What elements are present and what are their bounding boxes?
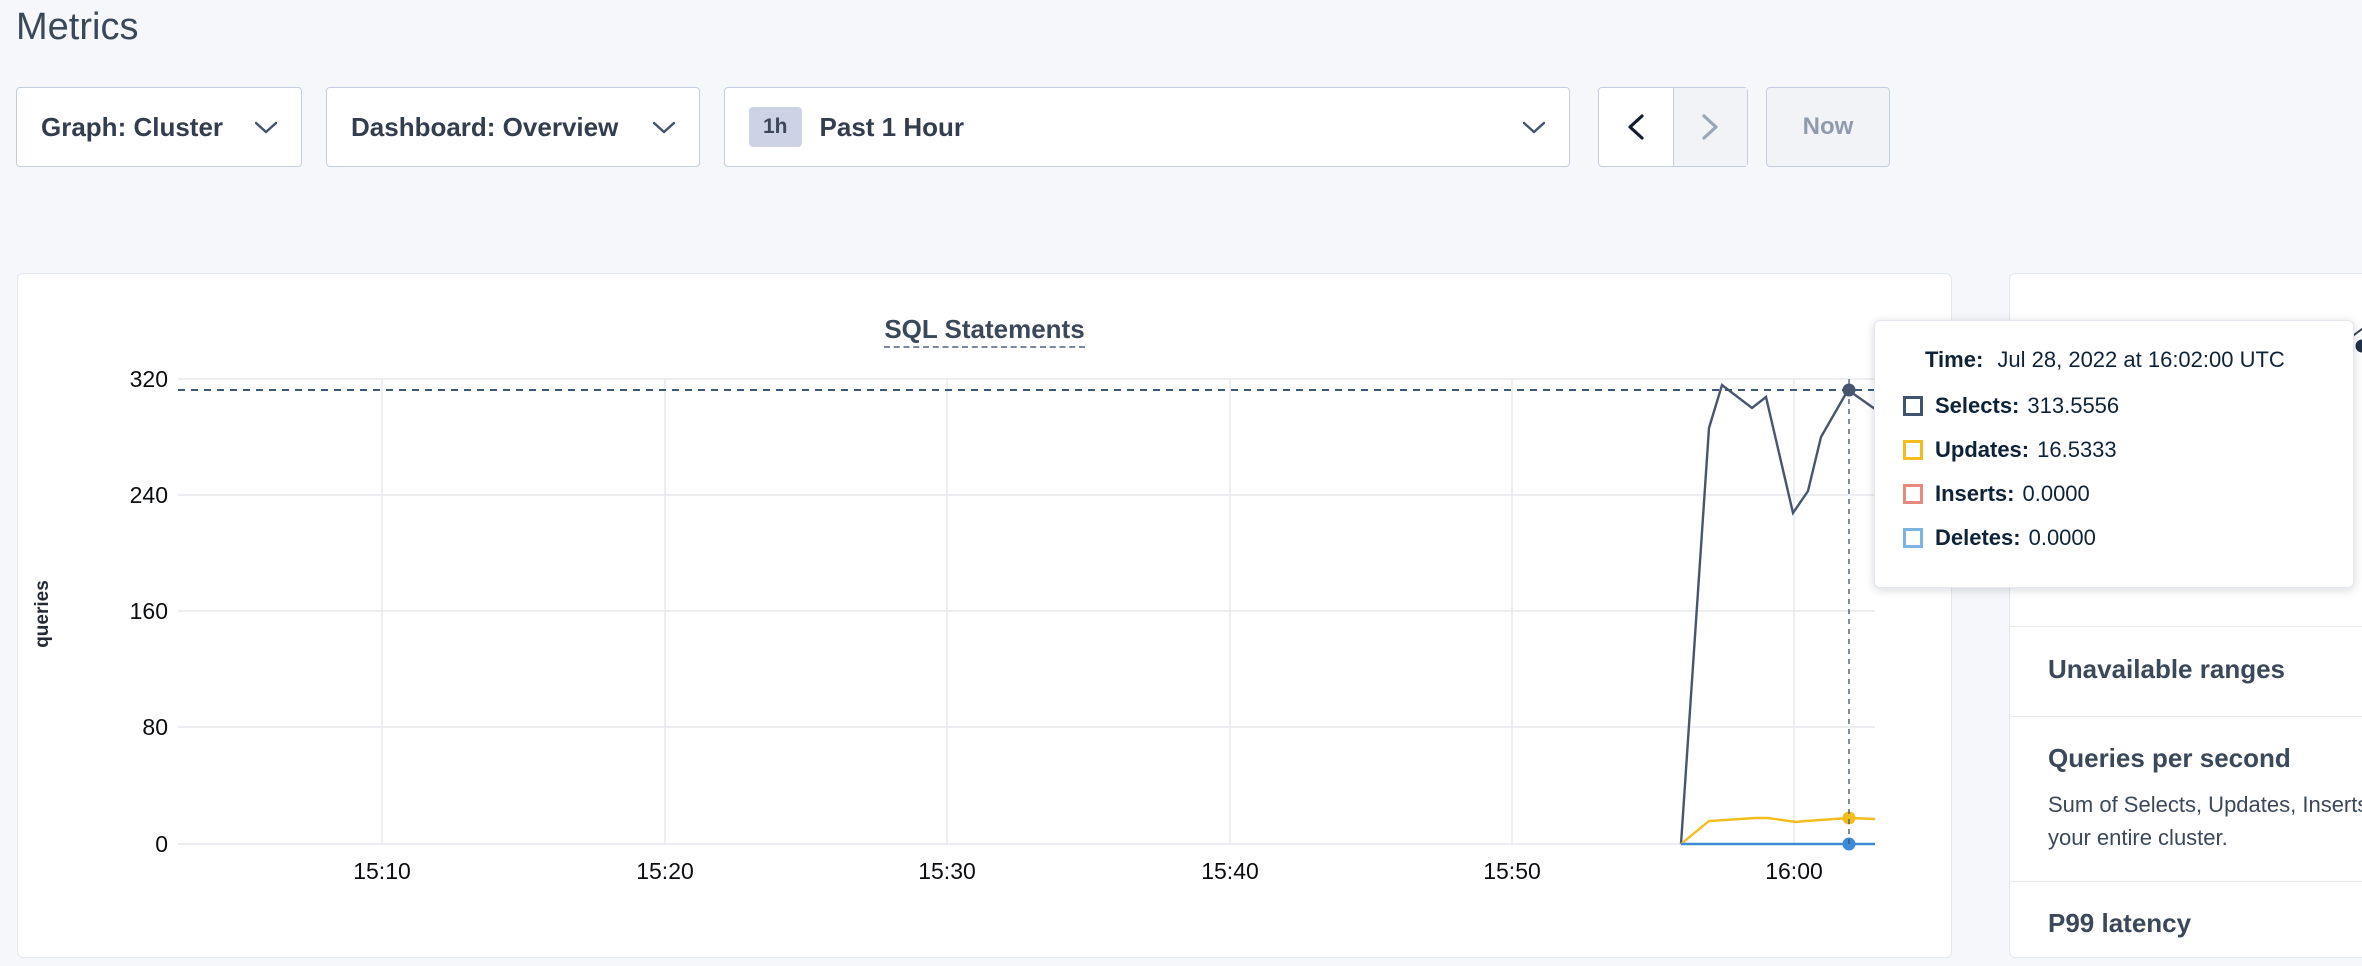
svg-text:0: 0 — [155, 831, 168, 857]
svg-text:320: 320 — [130, 366, 168, 392]
svg-text:15:20: 15:20 — [636, 858, 694, 884]
svg-text:queries: queries — [32, 580, 53, 648]
svg-text:240: 240 — [130, 482, 168, 508]
svg-text:16:00: 16:00 — [1765, 858, 1823, 884]
svg-text:15:40: 15:40 — [1201, 858, 1259, 884]
svg-text:15:50: 15:50 — [1483, 858, 1541, 884]
svg-text:80: 80 — [142, 714, 168, 740]
svg-text:160: 160 — [130, 598, 168, 624]
svg-text:15:30: 15:30 — [918, 858, 976, 884]
svg-text:15:10: 15:10 — [353, 858, 411, 884]
